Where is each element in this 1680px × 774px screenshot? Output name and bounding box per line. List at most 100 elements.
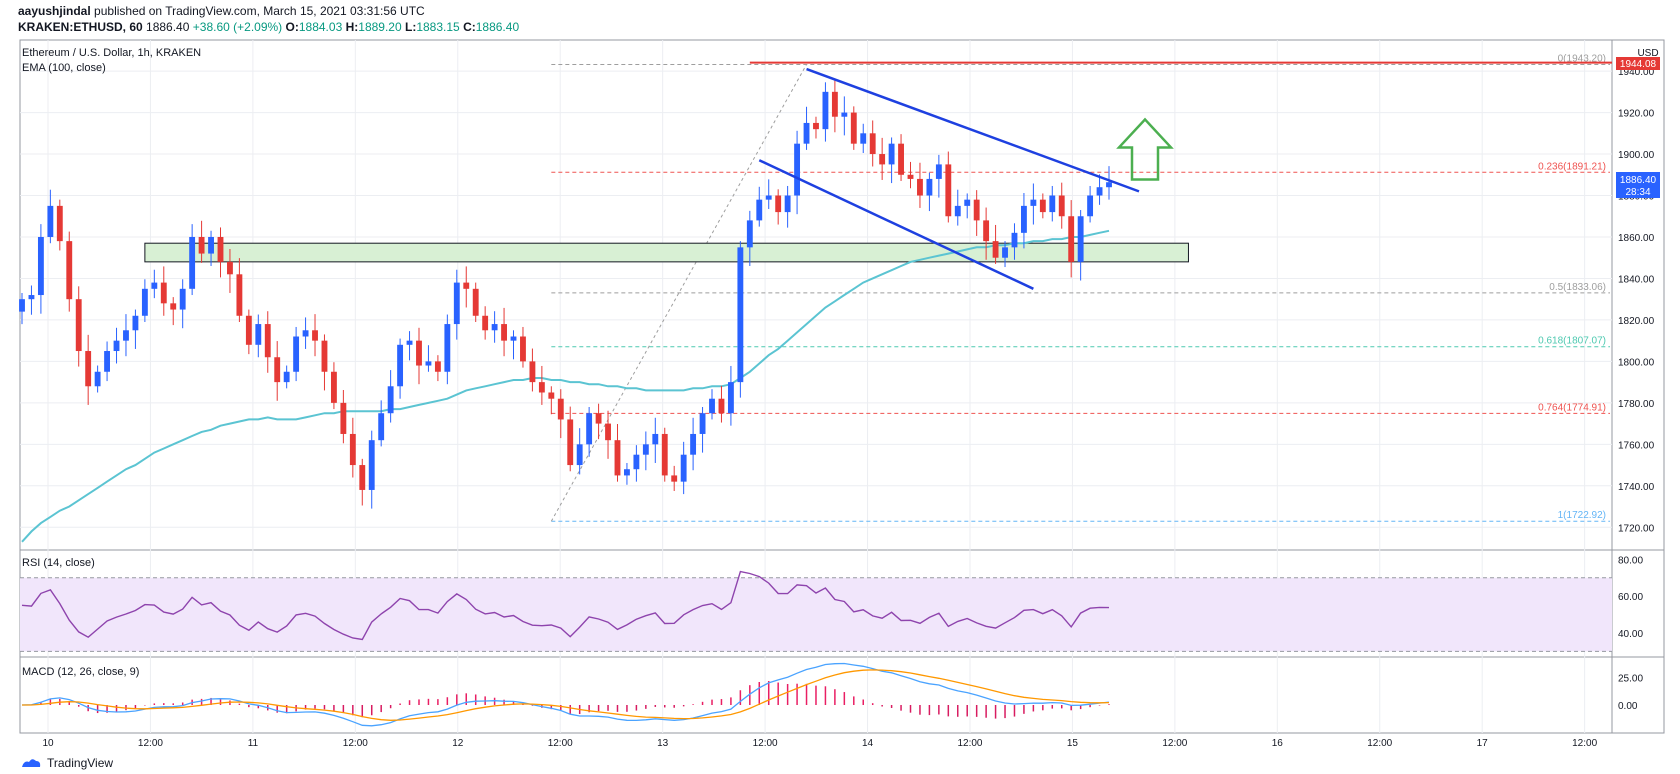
candle	[28, 295, 35, 300]
candle	[538, 382, 545, 393]
candle	[255, 324, 262, 345]
candle	[992, 241, 999, 258]
candle	[803, 122, 810, 144]
price-tick-label: 1920.00	[1618, 109, 1655, 120]
candle	[652, 433, 659, 445]
time-tick-label: 17	[1477, 738, 1489, 749]
candle	[179, 288, 186, 310]
high-price-tag	[1616, 57, 1660, 70]
tradingview-brand: TradingView	[47, 756, 114, 770]
candle	[312, 330, 318, 341]
time-tick-label: 14	[862, 738, 874, 749]
candle	[973, 199, 980, 221]
candle	[453, 282, 460, 325]
candle	[841, 112, 848, 117]
rsi-line	[21, 570, 1110, 641]
candle	[850, 112, 857, 144]
candle	[293, 336, 300, 372]
price-tick-label: 1780.00	[1618, 399, 1655, 410]
candle	[586, 413, 593, 445]
fib-level-label: 0.236(1891.21)	[1538, 161, 1606, 172]
candle	[444, 324, 451, 372]
tradingview-footer[interactable]: TradingView	[20, 756, 113, 770]
close-label: C:	[463, 20, 476, 34]
publish-info: published on TradingView.com, March 15, …	[94, 4, 425, 18]
candle	[746, 220, 753, 248]
open-value: 1884.03	[298, 20, 343, 34]
time-tick-label: 15	[1067, 738, 1079, 749]
time-tick-label: 16	[1272, 738, 1284, 749]
candle	[160, 282, 167, 304]
candle	[633, 454, 640, 470]
candle	[1011, 232, 1018, 248]
channel-upper-line	[806, 67, 1140, 193]
candle	[671, 475, 678, 482]
candle	[245, 315, 252, 345]
candle	[529, 361, 536, 383]
candle	[56, 205, 63, 242]
candle	[557, 398, 564, 420]
candle	[709, 398, 715, 414]
time-tick-label: 12:00	[343, 738, 368, 749]
symbol-label: KRAKEN:ETHUSD, 60	[18, 20, 143, 34]
candle	[330, 371, 337, 403]
candle	[1021, 205, 1027, 233]
candle	[813, 122, 819, 130]
candle	[406, 340, 413, 345]
high-price-tag-text: 1944.08	[1620, 59, 1657, 70]
candle	[227, 261, 233, 275]
price-tick-label: 1860.00	[1618, 233, 1655, 244]
last-price: 1886.40	[146, 20, 190, 34]
candle	[699, 413, 706, 434]
candle	[434, 361, 441, 372]
tradingview-logo-icon	[22, 759, 41, 767]
candle	[491, 324, 498, 331]
candle	[321, 340, 328, 372]
candle	[198, 236, 205, 254]
candle	[274, 357, 281, 383]
candle	[1087, 195, 1094, 217]
price-tick-label: 1800.00	[1618, 357, 1655, 368]
time-tick-label: 12:00	[548, 738, 573, 749]
chart-header: aayushjindal published on TradingView.co…	[18, 4, 519, 34]
price-tick-label: 1760.00	[1618, 440, 1655, 451]
signal-line	[22, 669, 1110, 721]
candle	[349, 433, 356, 466]
candle	[548, 392, 555, 399]
candle	[727, 382, 734, 414]
candle	[1077, 216, 1084, 262]
candle	[888, 143, 895, 165]
open-label: O:	[285, 20, 299, 34]
candle	[661, 433, 668, 476]
time-tick-label: 12:00	[1367, 738, 1392, 749]
rsi-tick-label: 80.00	[1618, 555, 1643, 566]
candle	[624, 469, 630, 476]
support-zone	[144, 242, 1189, 263]
candle	[567, 419, 574, 466]
candle	[926, 178, 933, 196]
candle	[520, 336, 526, 362]
candle	[605, 423, 611, 441]
author-name[interactable]: aayushjindal	[18, 4, 91, 18]
candle	[917, 178, 923, 196]
candle	[463, 282, 470, 289]
time-tick-label: 12:00	[1572, 738, 1597, 749]
candle	[189, 236, 196, 289]
candle	[264, 324, 271, 358]
candle	[595, 413, 602, 424]
candle	[964, 199, 971, 206]
candle	[302, 330, 309, 337]
candle	[765, 195, 772, 200]
candle	[737, 247, 744, 383]
candle	[132, 315, 139, 331]
candle	[1002, 247, 1008, 258]
time-tick-label: 10	[42, 738, 54, 749]
time-tick-label: 12:00	[1162, 738, 1187, 749]
candle	[236, 274, 243, 316]
candle	[37, 236, 44, 296]
currency-label: USD	[1637, 48, 1658, 59]
candle	[85, 351, 92, 387]
candle	[614, 440, 621, 476]
main-legend-title: Ethereum / U.S. Dollar, 1h, KRAKEN	[22, 47, 201, 59]
